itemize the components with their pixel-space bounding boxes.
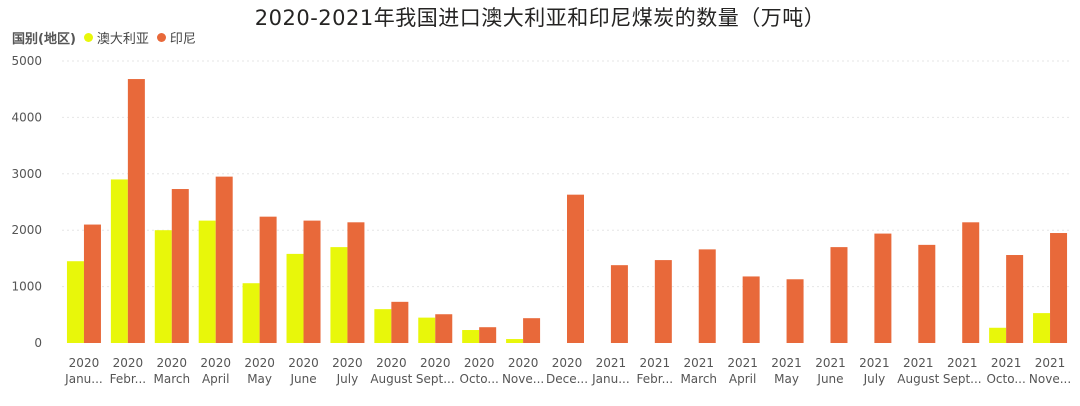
x-tick-month: Sept... [943,372,982,386]
bar-indonesia[interactable] [523,318,541,343]
x-tick-year: 2021 [859,356,890,370]
x-tick-month: June [289,372,316,386]
x-tick-month: June [816,372,843,386]
bar-australia[interactable] [110,179,128,343]
bar-indonesia[interactable] [215,176,233,343]
bar-indonesia[interactable] [742,276,760,343]
x-tick-year: 2021 [1035,356,1066,370]
y-tick-label: 5000 [11,54,42,68]
legend-item-indonesia[interactable]: 印尼 [156,28,196,47]
bar-indonesia[interactable] [479,327,497,343]
bar-australia[interactable] [330,247,348,343]
x-tick-year: 2021 [947,356,978,370]
x-tick-month: March [153,372,190,386]
bar-indonesia[interactable] [83,224,101,343]
legend-item-australia[interactable]: 澳大利亚 [83,28,149,47]
y-tick-label: 2000 [11,223,42,237]
bar-australia[interactable] [418,317,436,343]
legend: 国别(地区) 澳大利亚 印尼 [12,28,196,47]
x-tick-month: Octo... [986,372,1025,386]
bar-indonesia[interactable] [1006,255,1024,343]
x-tick-month: Nove... [502,372,544,386]
x-tick-year: 2020 [244,356,275,370]
x-tick-month: March [680,372,717,386]
x-tick-month: July [863,372,886,386]
x-tick-year: 2021 [596,356,627,370]
bar-indonesia[interactable] [874,233,892,343]
x-tick-year: 2020 [288,356,319,370]
x-tick-year: 2020 [113,356,144,370]
legend-label-australia: 澳大利亚 [96,32,149,47]
x-tick-month: Janu... [591,372,630,386]
bar-australia[interactable] [66,261,84,343]
bar-australia[interactable] [154,230,172,343]
bar-australia[interactable] [198,220,216,343]
bar-indonesia[interactable] [1050,233,1068,343]
bar-australia[interactable] [462,330,480,343]
x-tick-month: August [370,372,412,386]
x-tick-year: 2020 [464,356,495,370]
x-tick-month: Dece... [546,372,588,386]
x-tick-year: 2020 [420,356,451,370]
x-tick-year: 2021 [815,356,846,370]
bar-australia[interactable] [506,339,524,343]
y-tick-label: 3000 [11,167,42,181]
x-tick-year: 2021 [727,356,758,370]
legend-dot-australia [83,33,93,42]
x-tick-year: 2020 [552,356,583,370]
chart-title: 2020-2021年我国进口澳大利亚和印尼煤炭的数量（万吨） [254,6,826,30]
x-tick-year: 2021 [683,356,714,370]
x-tick-month: Febr... [637,372,674,386]
bar-australia[interactable] [989,327,1007,343]
x-tick-year: 2020 [69,356,100,370]
x-tick-month: Febr... [110,372,147,386]
bar-australia[interactable] [286,253,304,343]
bar-indonesia[interactable] [171,189,189,343]
x-tick-year: 2020 [332,356,363,370]
x-tick-month: Sept... [416,372,455,386]
x-tick-year: 2021 [640,356,671,370]
bar-indonesia[interactable] [918,244,936,343]
legend-dot-indonesia [156,33,166,42]
y-tick-label: 1000 [11,280,42,294]
x-tick-year: 2021 [903,356,934,370]
x-tick-month: Janu... [64,372,103,386]
bar-indonesia[interactable] [654,260,672,343]
x-tick-year: 2020 [157,356,188,370]
x-tick-year: 2021 [771,356,802,370]
bar-indonesia[interactable] [347,222,365,343]
bar-indonesia[interactable] [391,301,409,343]
x-tick-year: 2020 [508,356,539,370]
bar-indonesia[interactable] [610,265,628,343]
x-tick-month: July [336,372,359,386]
bar-indonesia[interactable] [435,314,453,343]
bar-indonesia[interactable] [127,79,145,343]
bar-australia[interactable] [374,309,392,343]
bar-indonesia[interactable] [698,249,716,343]
x-tick-year: 2020 [376,356,407,370]
x-tick-month: April [729,372,756,386]
bar-indonesia[interactable] [830,247,848,343]
x-tick-month: April [202,372,229,386]
y-tick-label: 0 [34,336,42,350]
bar-indonesia[interactable] [259,216,277,343]
bar-australia[interactable] [1033,313,1051,343]
bar-australia[interactable] [242,283,260,343]
bar-indonesia[interactable] [303,220,321,343]
x-tick-month: August [897,372,939,386]
x-tick-month: Octo... [460,372,499,386]
legend-title: 国别(地区) [12,32,76,47]
legend-label-indonesia: 印尼 [169,32,196,47]
x-tick-month: May [774,372,799,386]
bar-indonesia[interactable] [786,279,804,343]
x-tick-month: Nove... [1029,372,1071,386]
x-tick-year: 2021 [991,356,1022,370]
x-tick-month: May [247,372,272,386]
bar-indonesia[interactable] [962,222,980,343]
bar-indonesia[interactable] [567,194,584,343]
x-tick-year: 2020 [200,356,231,370]
y-tick-label: 4000 [11,110,42,124]
